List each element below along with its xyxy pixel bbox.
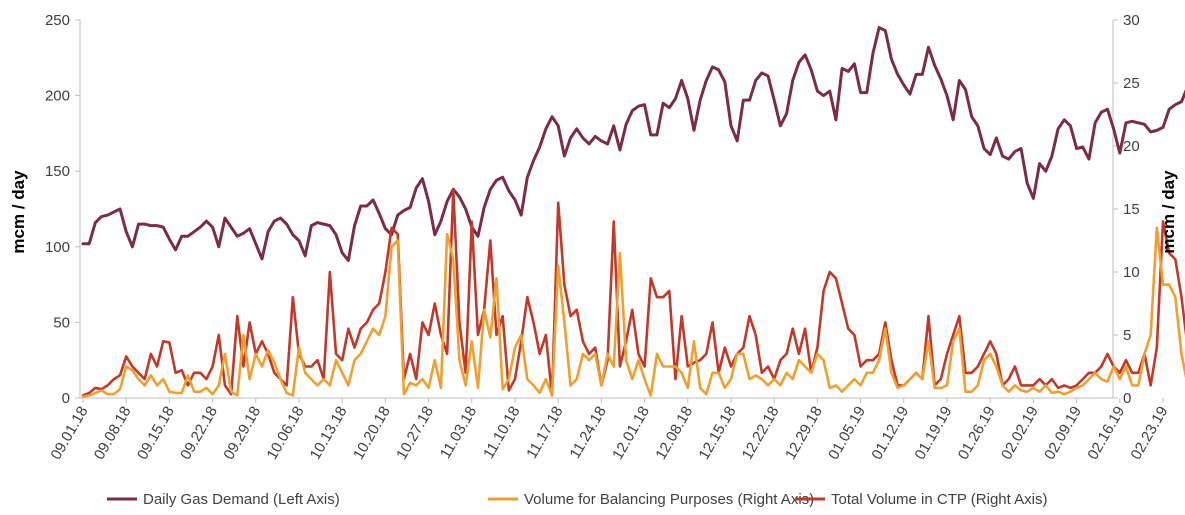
x-tick-label: 12.15.18 [696,404,740,463]
x-tick-label: 11.24.18 [567,404,610,462]
x-tick-label: 01.26.19 [955,404,999,463]
legend: Daily Gas Demand (Left Axis) Volume for B… [107,491,1047,508]
x-tick-label: 12.08.18 [652,404,696,463]
x-tick-label: 10.13.18 [307,404,351,463]
left-y-tick-label: 0 [62,390,70,407]
x-tick-label: 10.06.18 [264,404,308,463]
right-y-tick-label: 0 [1123,390,1131,407]
right-y-tick-label: 5 [1123,327,1131,344]
x-tick-label: 12.29.18 [782,404,826,463]
x-tick-label: 10.20.18 [350,404,394,463]
legend-label: Total Volume in CTP (Right Axis) [831,491,1047,508]
left-y-tick-label: 100 [45,239,70,256]
right-axis-title: mcm / day [1159,170,1178,254]
x-tick-label: 09.29.18 [220,404,264,463]
right-y-tick-label: 30 [1123,12,1140,29]
x-tick-label: 02.23.19 [1128,404,1172,463]
x-tick-label: 11.17.18 [523,404,566,462]
x-tick-label: 11.03.18 [437,404,480,462]
x-tick-label: 12.01.18 [609,404,653,463]
right-y-tick-label: 25 [1123,75,1140,92]
legend-label: Daily Gas Demand (Left Axis) [143,491,340,508]
left-y-tick-label: 250 [45,12,70,29]
x-tick-label: 09.08.18 [91,404,135,463]
series-line-balancing [81,226,1185,399]
x-tick-label: 01.12.19 [868,404,912,463]
x-tick-label: 11.10.18 [480,404,523,462]
x-tick-label: 09.22.18 [177,404,221,463]
x-tick-label: 12.22.18 [739,404,783,463]
right-y-tick-label: 10 [1123,264,1140,281]
x-tick-label: 10.27.18 [393,404,437,463]
right-y-tick-label: 15 [1123,201,1140,218]
x-tick-label: 02.16.19 [1084,404,1128,463]
x-tick-label: 09.15.18 [134,404,178,463]
left-y-tick-label: 200 [45,88,70,105]
left-y-tick-label: 50 [53,314,70,331]
series-line-demand [81,26,1185,262]
x-tick-label: 01.05.19 [825,404,869,463]
series-layer [81,26,1185,399]
left-y-tick-label: 150 [45,163,70,180]
legend-label: Volume for Balancing Purposes (Right Axi… [524,491,814,508]
right-y-tick-label: 20 [1123,138,1140,155]
left-axis-title: mcm / day [9,170,28,254]
x-tick-label: 01.19.19 [912,404,956,463]
x-tick-label: 09.01.18 [48,404,92,463]
axes-layer: 0 50 100 150 200 250 0 5 10 15 20 25 30 09.01.18 09.08… [45,12,1171,463]
x-tick-label: 02.02.19 [998,404,1042,463]
x-tick-label: 02.09.19 [1041,404,1085,463]
